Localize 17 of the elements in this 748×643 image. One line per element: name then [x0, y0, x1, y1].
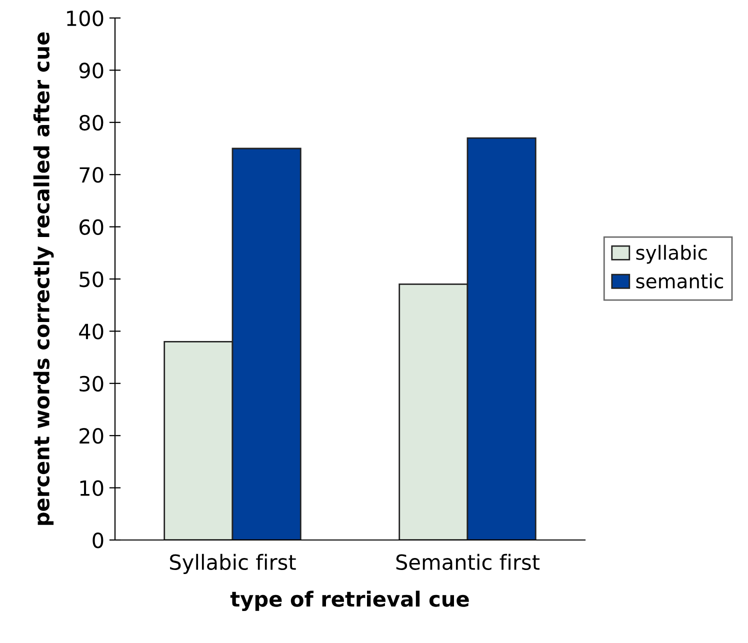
y-tick-label: 40: [79, 324, 104, 340]
legend-label: semantic: [636, 273, 724, 288]
legend-label: syllabic: [636, 244, 707, 264]
y-axis-title: percent words correctly recalled after cue: [33, 32, 54, 525]
x-tick-label: Syllabic first: [170, 554, 296, 574]
y-tick-label: 0: [92, 532, 104, 548]
y-tick-label: 80: [79, 114, 104, 131]
y-tick-label: 60: [80, 219, 104, 236]
y-tick-label: 50: [80, 271, 104, 288]
y-tick-label: 10: [80, 480, 104, 496]
y-tick-label: 30: [80, 376, 104, 392]
x-axis-title: type of retrieval cue: [230, 590, 469, 612]
x-tick-label: Semantic first: [396, 554, 540, 570]
y-tick-label: 70: [80, 167, 104, 183]
y-tick-label: 100: [67, 10, 104, 26]
y-tick-label: 20: [80, 428, 104, 444]
y-tick-label: 90: [79, 62, 104, 78]
